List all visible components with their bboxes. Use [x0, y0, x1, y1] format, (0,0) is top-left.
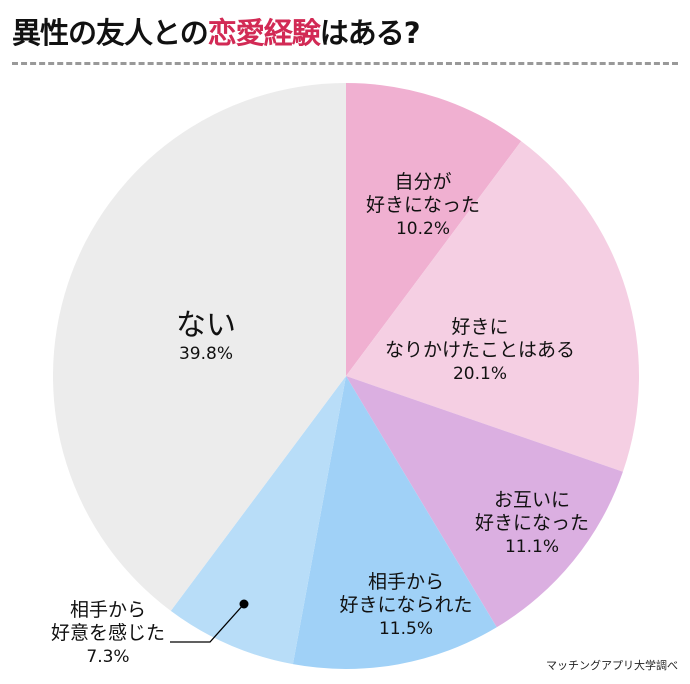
- pie-slice: [292, 376, 497, 669]
- source-note: マッチングアプリ大学調べ: [546, 659, 678, 672]
- callout-line: [170, 603, 245, 643]
- slice-category-label: 好きに: [451, 316, 508, 338]
- slice-value-label: 7.3%: [86, 647, 129, 667]
- pie-slice: [346, 83, 522, 376]
- dashed-divider: [12, 62, 678, 65]
- slice-value-label: 20.1%: [453, 364, 507, 384]
- slice-category-label: 好意を感じた: [51, 622, 165, 644]
- pie-slice: [53, 83, 346, 611]
- slice-category-label: お互いに: [494, 489, 570, 511]
- pie-slice: [346, 376, 623, 628]
- title-suffix: はある?: [319, 16, 421, 50]
- slice-category-label: 相手から: [70, 599, 146, 621]
- slice-category-label: 好きになった: [366, 194, 480, 216]
- title-highlight: 恋愛経験: [207, 16, 321, 50]
- pie-slice: [346, 141, 640, 472]
- slice-category-label: 自分が: [394, 171, 451, 193]
- slice-category-label: 相手から: [368, 571, 444, 593]
- slice-value-label: 39.8%: [179, 344, 233, 364]
- slice-value-label: 11.5%: [379, 619, 433, 639]
- slice-category-label: なりかけたことはある: [385, 339, 575, 361]
- slice-category-label: 好きになられた: [339, 594, 472, 616]
- slice-category-label: 好きになった: [475, 512, 589, 534]
- slice-category-label: ない: [176, 308, 236, 343]
- slice-value-label: 11.1%: [505, 537, 559, 557]
- slice-value-label: 10.2%: [396, 219, 450, 239]
- title-prefix: 異性の友人との: [12, 16, 209, 50]
- pie-slice: [170, 376, 346, 665]
- chart-title: 異性の友人との恋愛経験はある?: [12, 10, 421, 52]
